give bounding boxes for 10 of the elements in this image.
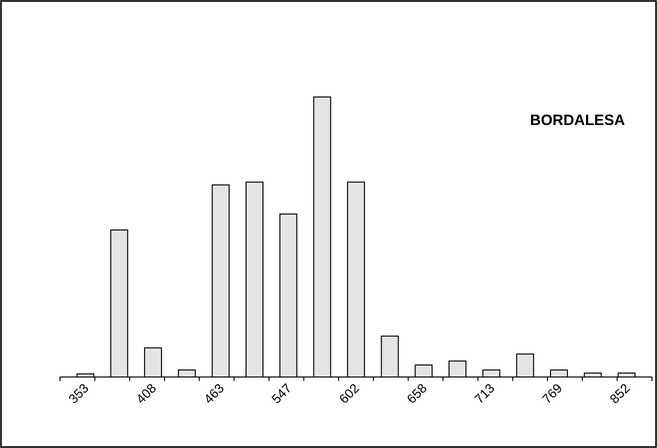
x-tick-label: 547 bbox=[268, 380, 294, 406]
x-tick-label: 769 bbox=[539, 380, 566, 406]
x-tick-label: 602 bbox=[336, 380, 362, 406]
text: BORDALESA bbox=[530, 112, 626, 129]
x-tick-label: 658 bbox=[404, 380, 430, 406]
x-tick-label: 353 bbox=[66, 380, 92, 406]
x-tick-label: 852 bbox=[606, 380, 633, 406]
x-tick-label: 408 bbox=[133, 380, 160, 406]
x-tick-label: 463 bbox=[200, 380, 227, 406]
x-tick-label: 713 bbox=[471, 380, 498, 406]
